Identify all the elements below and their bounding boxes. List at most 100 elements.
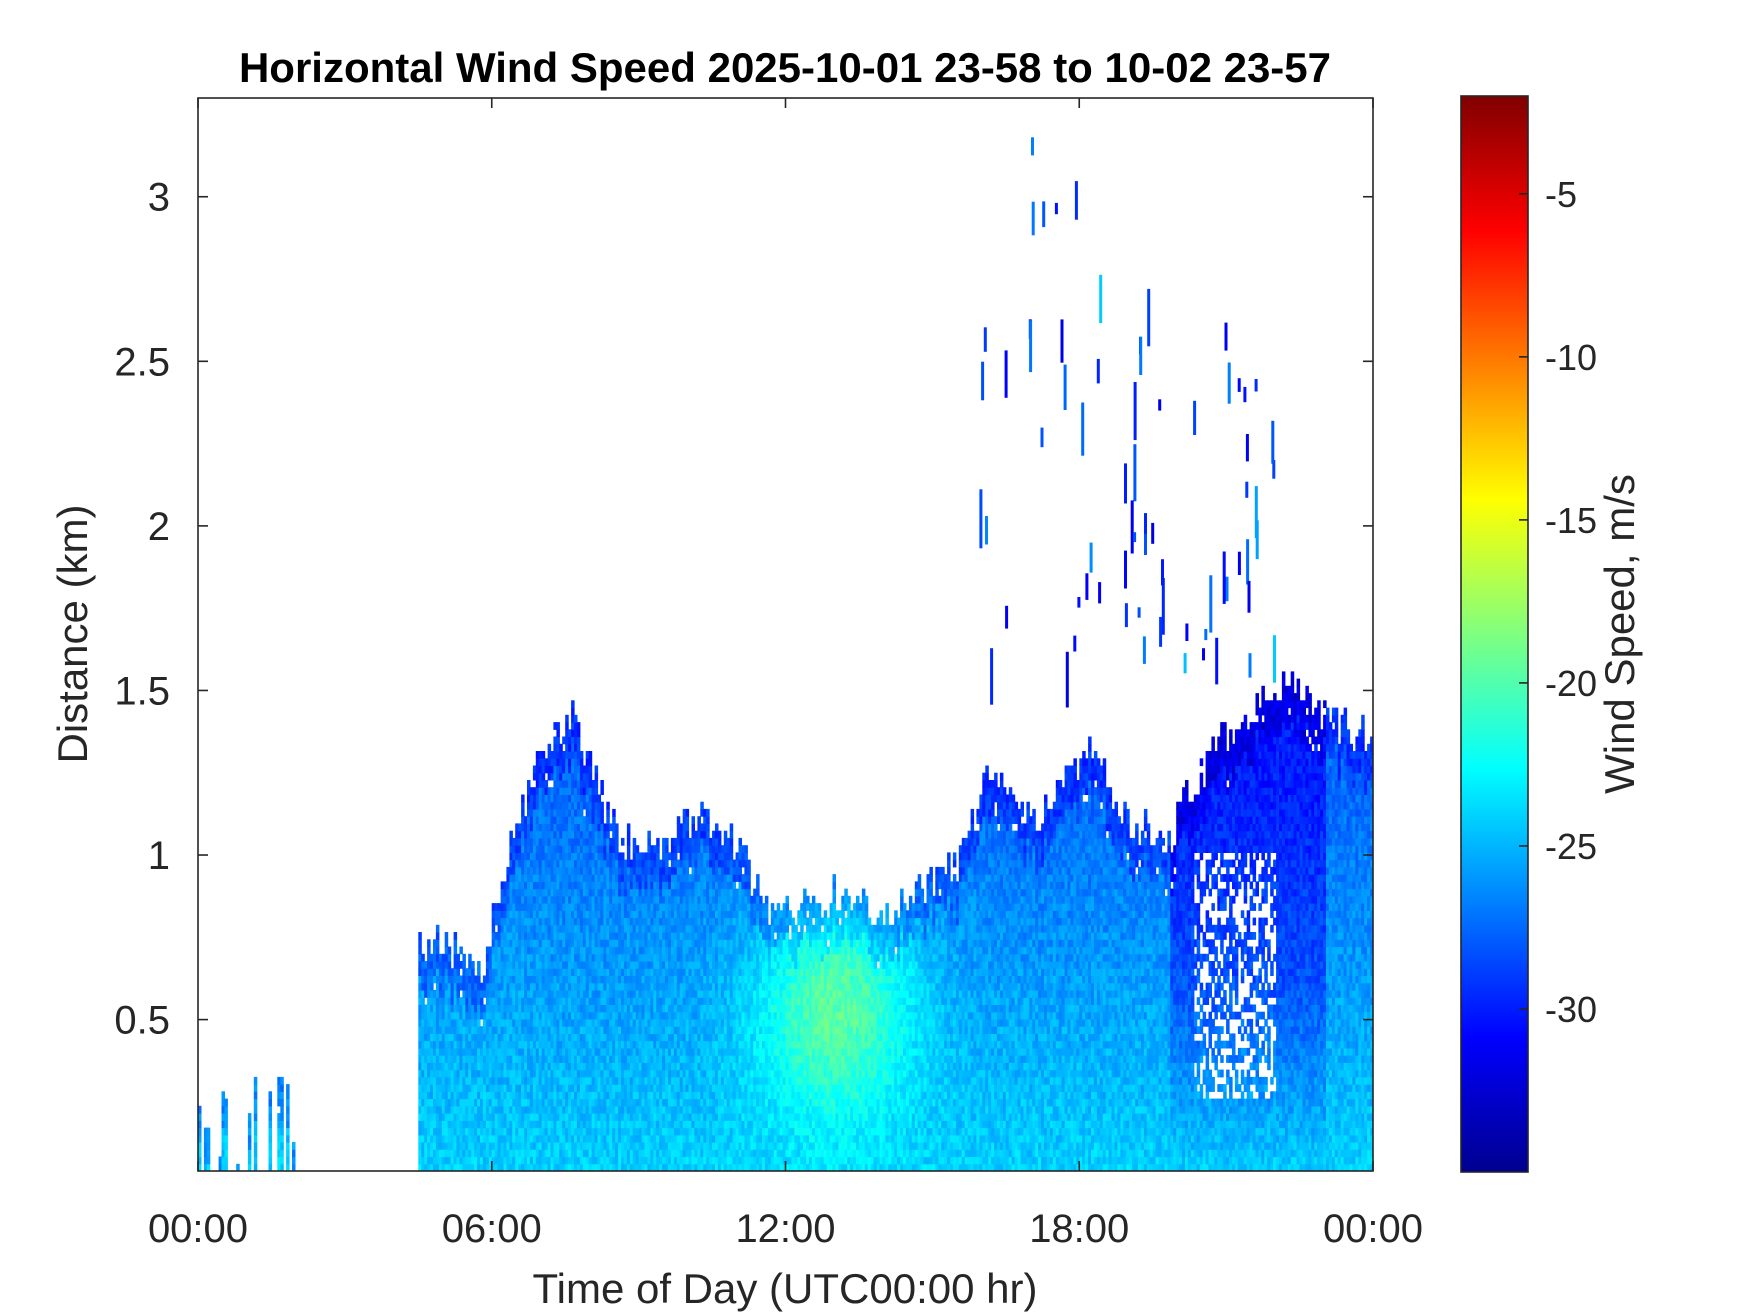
heatmap-cell — [538, 982, 543, 991]
chart-title: Horizontal Wind Speed 2025-10-01 23-58 t… — [239, 44, 1331, 91]
heatmap-cell — [538, 837, 543, 846]
heatmap-cell — [459, 1091, 463, 1100]
heatmap-cell — [571, 895, 575, 904]
heatmap-cell — [509, 1091, 513, 1100]
heatmap-cell — [553, 736, 557, 745]
heatmap-cell — [556, 736, 560, 745]
heatmap-cell — [556, 758, 560, 767]
heatmap-cell — [556, 1149, 560, 1158]
heatmap-cell — [482, 1105, 487, 1114]
heatmap-cell — [485, 1142, 490, 1150]
heatmap-cell — [553, 939, 557, 948]
heatmap-cell — [723, 997, 728, 1005]
heatmap-cell — [532, 859, 537, 868]
heatmap-cell — [632, 924, 637, 933]
heatmap-cell — [433, 1156, 437, 1165]
heatmap-cell — [723, 1026, 728, 1034]
heatmap-cell — [506, 1120, 510, 1129]
heatmap-cell — [726, 895, 731, 904]
heatmap-cell — [474, 990, 478, 998]
heatmap-cell — [668, 888, 672, 897]
heatmap-cell — [441, 1134, 446, 1143]
heatmap-cell — [574, 1098, 578, 1107]
heatmap-cell — [450, 1018, 455, 1027]
heatmap-cell — [676, 1033, 681, 1042]
heatmap-cell — [612, 1163, 616, 1171]
heatmap-cell — [494, 990, 499, 998]
heatmap-cell — [723, 1018, 728, 1027]
heatmap-cell — [521, 1055, 525, 1063]
heatmap-cell — [509, 1062, 513, 1071]
heatmap-cell — [450, 1004, 455, 1013]
heatmap-cell — [224, 1127, 228, 1136]
heatmap-cell — [582, 1084, 587, 1092]
heatmap-cell — [606, 961, 610, 969]
heatmap-cell — [629, 1149, 634, 1158]
heatmap-cell — [512, 982, 516, 991]
heatmap-cell — [568, 1076, 572, 1085]
heatmap-cell — [521, 1163, 525, 1171]
heatmap-cell — [709, 1004, 713, 1013]
heatmap-cell — [535, 780, 540, 788]
heatmap-cell — [703, 1127, 707, 1136]
heatmap-cell — [453, 1127, 458, 1136]
heatmap-cell — [538, 1113, 543, 1121]
heatmap-cell — [676, 1120, 681, 1129]
heatmap-cell — [635, 1084, 640, 1092]
heatmap-cell — [459, 1142, 463, 1150]
heatmap-cell — [512, 903, 516, 911]
heatmap-cell — [576, 1033, 581, 1042]
heatmap-cell — [494, 1026, 499, 1034]
heatmap-cell — [280, 1127, 284, 1136]
heatmap-cell — [676, 823, 681, 832]
heatmap-cell — [717, 1076, 722, 1085]
heatmap-cell — [629, 1091, 634, 1100]
heatmap-cell — [206, 1134, 211, 1143]
heatmap-cell — [494, 1149, 499, 1158]
heatmap-cell — [565, 722, 569, 730]
heatmap-cell — [494, 953, 499, 962]
heatmap-cell — [418, 982, 422, 991]
heatmap-cell — [565, 837, 569, 846]
heatmap-cell — [609, 1069, 613, 1078]
heatmap-cell — [482, 1127, 487, 1136]
heatmap-cell — [612, 1098, 616, 1107]
heatmap-cell — [582, 917, 587, 926]
heatmap-cell — [488, 1026, 493, 1034]
heatmap-cell — [562, 888, 566, 897]
heatmap-cell — [574, 1069, 578, 1078]
heatmap-cell — [626, 932, 631, 940]
heatmap-cell — [203, 1163, 208, 1171]
heatmap-cell — [468, 1091, 472, 1100]
heatmap-cell — [717, 968, 722, 976]
heatmap-cell — [503, 975, 507, 984]
heatmap-cell — [732, 1033, 737, 1042]
heatmap-cell — [588, 837, 593, 846]
heatmap-cell — [618, 953, 622, 962]
heatmap-cell — [547, 743, 552, 752]
heatmap-cell — [582, 823, 587, 832]
heatmap-cell — [647, 1076, 651, 1085]
heatmap-cell — [715, 910, 719, 919]
heatmap-cell — [650, 1018, 654, 1027]
heatmap-cell — [715, 1105, 719, 1114]
heatmap-cell — [571, 924, 575, 933]
heatmap-cell — [559, 1120, 563, 1129]
heatmap-cell — [503, 1156, 507, 1165]
heatmap-cell — [286, 1105, 290, 1114]
heatmap-cell — [424, 1142, 428, 1150]
heatmap-cell — [565, 874, 569, 882]
heatmap-cell — [206, 1127, 211, 1136]
heatmap-cell — [594, 1113, 599, 1121]
heatmap-cell — [538, 881, 543, 890]
heatmap-cell — [494, 1098, 499, 1107]
heatmap-cell — [644, 1156, 648, 1165]
heatmap-cell — [527, 968, 531, 976]
heatmap-cell — [576, 932, 581, 940]
heatmap-cell — [697, 939, 701, 948]
heatmap-cell — [562, 1062, 566, 1071]
heatmap-cell — [471, 997, 475, 1005]
heatmap-cell — [468, 1055, 472, 1063]
heatmap-cell — [720, 1011, 725, 1020]
heatmap-cell — [450, 1120, 455, 1129]
